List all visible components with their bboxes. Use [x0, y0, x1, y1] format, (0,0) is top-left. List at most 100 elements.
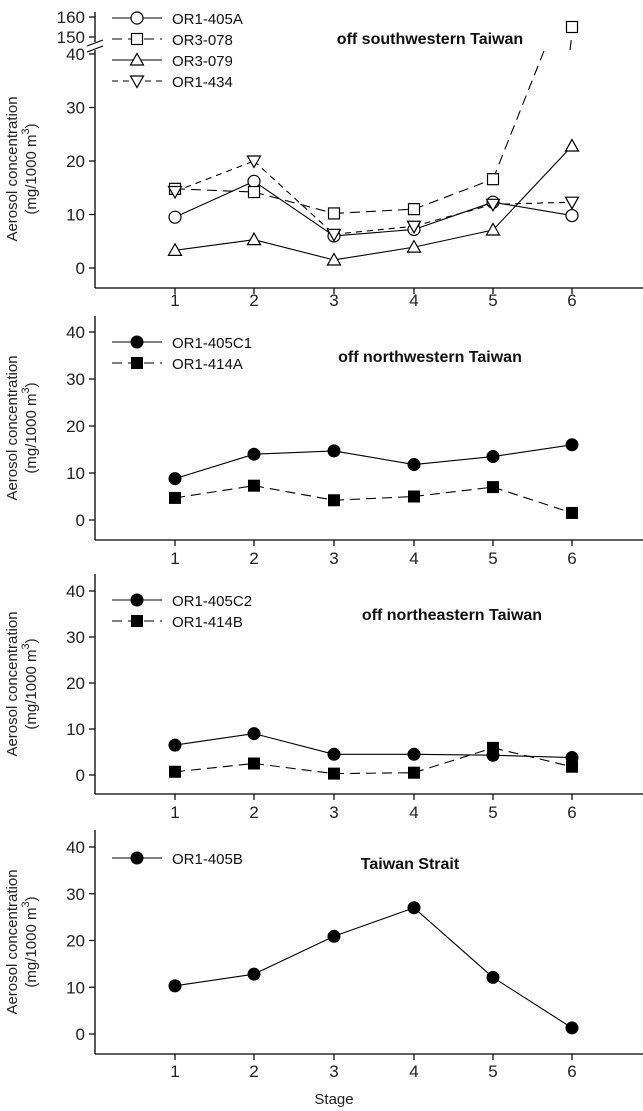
y-tick-label: 10: [66, 464, 85, 483]
data-point: [486, 450, 500, 464]
y-tick-label: 10: [66, 978, 85, 997]
data-point: [167, 185, 183, 200]
data-point: [406, 220, 422, 234]
series-line-segment: [413, 201, 494, 230]
y-axis-label: Aerosol concentration (mg/1000 m3): [4, 96, 40, 241]
y-axis-units-close: ): [23, 896, 40, 901]
chart-panel-3: 0 10 20 30 40 1 2 3 4 5 6 Aerosol concentration (mg/…: [4, 574, 643, 822]
legend-entry: OR1-405C1: [112, 335, 252, 352]
data-point: [486, 970, 500, 984]
legend-marker: [130, 593, 144, 607]
legend-entry: OR3-079: [112, 52, 233, 70]
series-line-segment: [253, 180, 335, 237]
legend-entry: OR1-405B: [112, 851, 243, 868]
data-point: [407, 901, 421, 915]
y-axis-label: Aerosol concentration (mg/1000 m3): [4, 611, 40, 756]
legend-label: OR1-414A: [172, 356, 243, 373]
chart-title: off northeastern Taiwan: [362, 607, 542, 624]
chart-title: off southwestern Taiwan: [337, 31, 523, 48]
data-point: [168, 979, 182, 993]
data-point: [248, 757, 260, 770]
data-point: [247, 185, 261, 199]
y-axis-label-units: (mg/1000 m3): [20, 638, 40, 729]
y-axis-label-units: (mg/1000 m3): [20, 382, 40, 473]
series-line-segment: [413, 907, 494, 978]
legend-marker: [131, 615, 143, 627]
series-line-segment: [253, 239, 335, 261]
axis-break-mark: [86, 45, 104, 53]
data-point: [169, 491, 181, 504]
y-tick-label: 0: [76, 1025, 85, 1044]
legend-label: OR3-078: [172, 32, 233, 49]
x-tick-label: 6: [567, 1062, 576, 1081]
y-tick-label: 40: [66, 838, 85, 857]
y-tick-label: 0: [76, 766, 85, 785]
chart-title: off northwestern Taiwan: [338, 349, 522, 366]
series-line-segment: [413, 486, 494, 498]
y-tick-label: 160: [57, 8, 85, 27]
x-tick-label: 2: [249, 1062, 258, 1081]
series-OR1-405B: [168, 901, 579, 1035]
series-line-segment: [253, 762, 335, 775]
y-tick-label: 40: [66, 45, 85, 64]
series-line-segment: [333, 907, 415, 937]
y-tick-label: 10: [66, 206, 85, 225]
y-axis-label-main: Aerosol concentration: [4, 355, 21, 500]
data-point: [565, 438, 579, 452]
y-tick-label: 0: [76, 259, 85, 278]
series-line-segment: [492, 201, 573, 205]
series-line-segment: [413, 456, 494, 466]
data-point: [566, 506, 578, 519]
series-OR3-079: [167, 138, 580, 266]
y-axis-units-text: (mg/1000 m: [23, 908, 40, 988]
series-OR1-434: [167, 155, 580, 243]
y-axis-units-text: (mg/1000 m: [23, 650, 40, 730]
data-point: [408, 490, 420, 503]
chart-title: Taiwan Strait: [361, 856, 460, 873]
series-line-segment: [333, 208, 415, 214]
series-line-segment: [253, 450, 335, 455]
data-point: [168, 738, 182, 752]
chart-panel-2: 0 10 20 30 40 1 2 3 4 5 6 Aerosol concentration (mg/…: [4, 316, 643, 568]
y-tick-label: 40: [66, 582, 85, 601]
series-line-segment: [174, 973, 255, 987]
x-tick-label: 3: [329, 291, 338, 310]
y-tick-label: 0: [76, 511, 85, 530]
series-line-segment: [492, 444, 573, 458]
x-tick-label: 1: [170, 1062, 179, 1081]
legend-marker: [131, 357, 143, 369]
series-line-segment: [492, 49, 545, 180]
x-tick-label: 4: [409, 291, 418, 310]
legend-entry: OR1-414B: [112, 614, 243, 631]
series-line-segment: [492, 145, 573, 231]
y-axis-label-main: Aerosol concentration: [4, 869, 21, 1014]
data-point: [327, 929, 341, 943]
data-point: [485, 222, 501, 236]
series-line-segment: [174, 160, 255, 193]
series-line-segment: [333, 225, 415, 235]
x-tick-label: 5: [488, 1062, 497, 1081]
series-OR1-405C2: [168, 727, 579, 765]
y-axis-units-text: (mg/1000 m: [23, 135, 40, 215]
x-tick-label: 2: [249, 549, 258, 568]
x-tick-label: 2: [249, 291, 258, 310]
legend-marker: [129, 75, 145, 89]
y-axis-units-exponent: 3: [20, 128, 32, 134]
series-line-segment: [174, 180, 255, 218]
data-point: [565, 1021, 579, 1035]
x-tick-label: 6: [567, 803, 576, 822]
y-tick-label: 30: [66, 99, 85, 118]
series-line-segment: [413, 178, 494, 210]
y-axis-label-main: Aerosol concentration: [4, 611, 21, 756]
y-axis-units-exponent: 3: [20, 901, 32, 907]
series-line-segment: [253, 733, 335, 755]
data-point: [487, 481, 499, 494]
y-axis-label-units: (mg/1000 m3): [20, 123, 40, 214]
x-tick-label: 3: [329, 549, 338, 568]
legend-entry: OR1-405C2: [112, 593, 252, 610]
data-point: [246, 231, 262, 246]
data-point: [566, 760, 578, 773]
series-line-segment: [492, 747, 573, 768]
data-point: [247, 447, 261, 461]
